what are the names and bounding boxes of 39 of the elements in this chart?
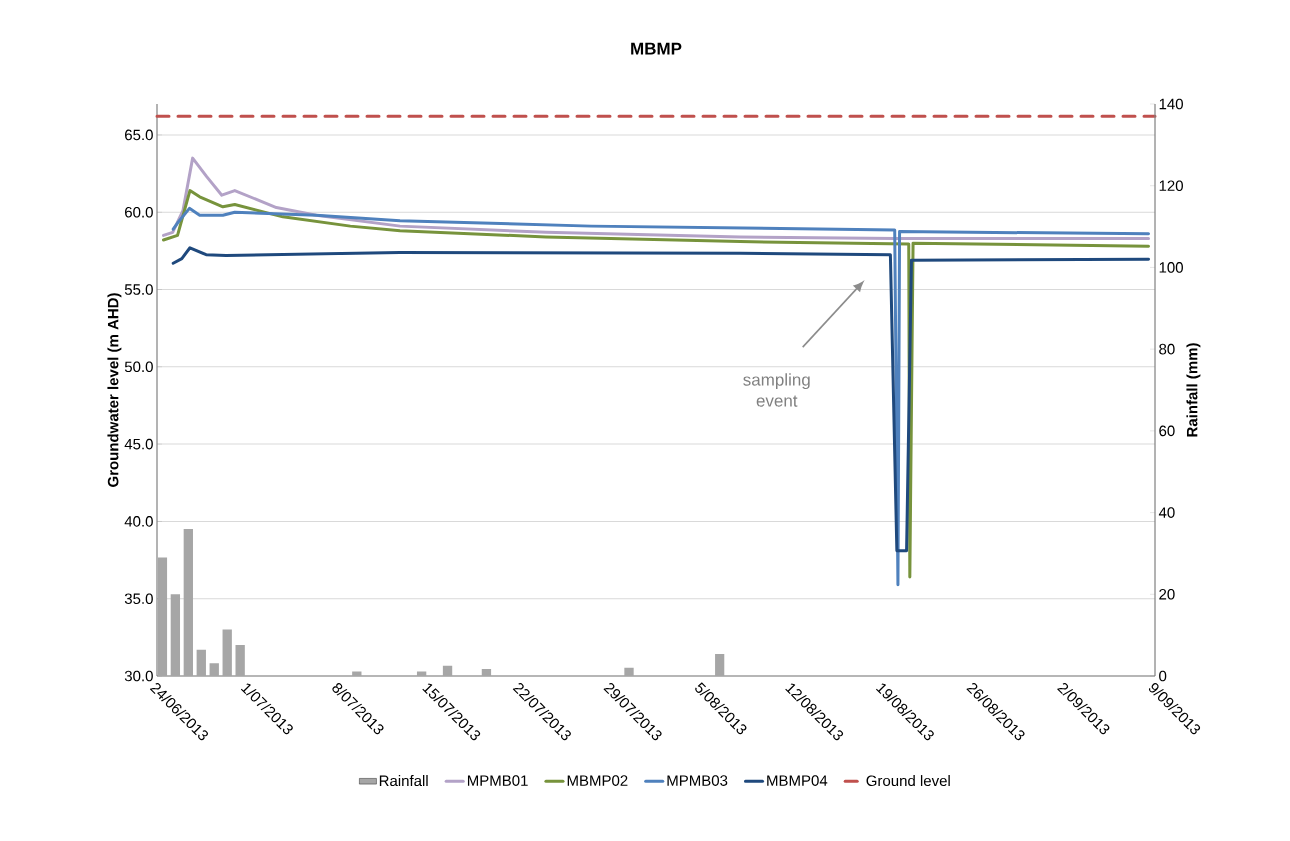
chart-title: MBMP [631,42,682,55]
bar [157,557,168,676]
legend-label: Ground level [866,775,950,787]
y2-tick-label: 120 [1159,180,1183,192]
bar [209,663,219,676]
bar [715,653,725,676]
y-axis-title: Groundwater level (m AHD) [107,293,122,487]
y2-tick-label: 60 [1159,425,1175,437]
bar [222,629,232,676]
y-tick-label: 65.0 [125,129,153,141]
y-tick-label: 60.0 [125,206,153,218]
line-series [171,246,1151,553]
bar [624,667,634,676]
y-tick-label: 45.0 [124,438,153,450]
legend-label: MBMP04 [767,775,828,786]
y2-tick-label: 20 [1159,588,1175,600]
y2-tick-label: 40 [1158,507,1175,518]
line-series [161,156,1151,240]
bar [442,665,453,676]
bar [170,594,181,676]
annotation: sampling event [743,373,810,407]
legend-label: MPMB01 [467,775,528,786]
legend-label: Rainfall [379,775,428,787]
y-tick-label: 30.0 [124,670,153,682]
y2-tick-label: 0 [1159,670,1167,682]
bar [183,528,193,676]
y2-tick-label: 80 [1159,343,1175,355]
y-tick-label: 40.0 [124,516,153,527]
y2-axis-title: Rainfall (mm) [1186,343,1201,437]
y-tick-label: 35.0 [124,593,153,605]
legend-label: MBMP02 [567,775,628,786]
y-tick-label: 55.0 [124,284,153,295]
bar [481,669,492,676]
y-tick-label: 50.0 [124,361,153,373]
bar [196,649,206,676]
y2-tick-label: 140 [1159,98,1183,110]
legend-label: MPMB03 [667,775,728,786]
y2-tick-label: 100 [1159,262,1183,273]
bar [235,644,245,676]
